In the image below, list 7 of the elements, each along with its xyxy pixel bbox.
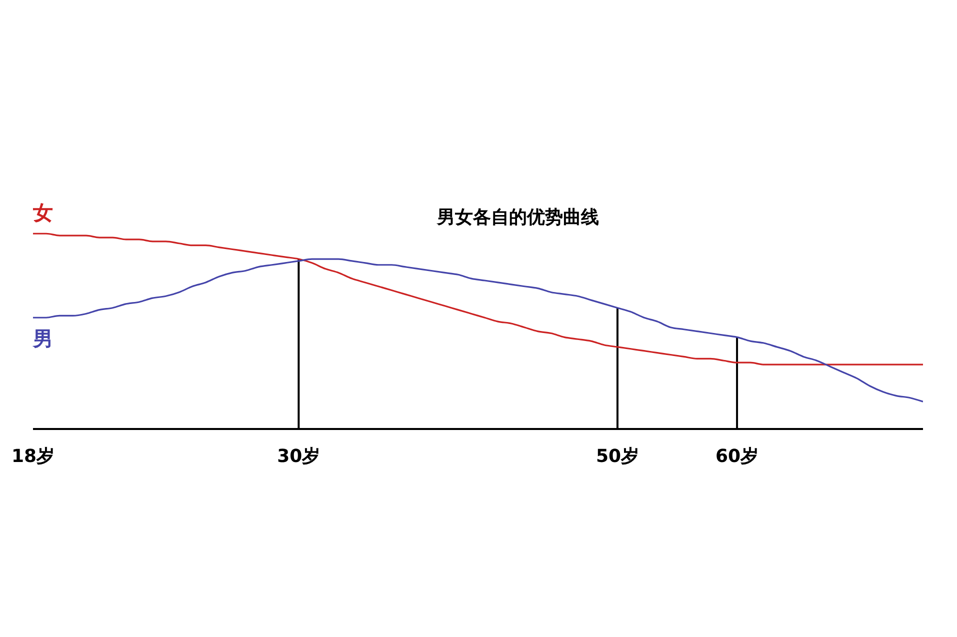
- series-label: 女: [32, 200, 53, 225]
- series-label: 男: [32, 326, 53, 351]
- x-tick-label: 18岁: [11, 446, 55, 467]
- x-tick-label: 50岁: [596, 446, 640, 467]
- x-tick-label: 30岁: [277, 446, 320, 467]
- x-tick-label: 60岁: [716, 446, 759, 467]
- chart-title: 男女各自的优势曲线: [436, 207, 599, 228]
